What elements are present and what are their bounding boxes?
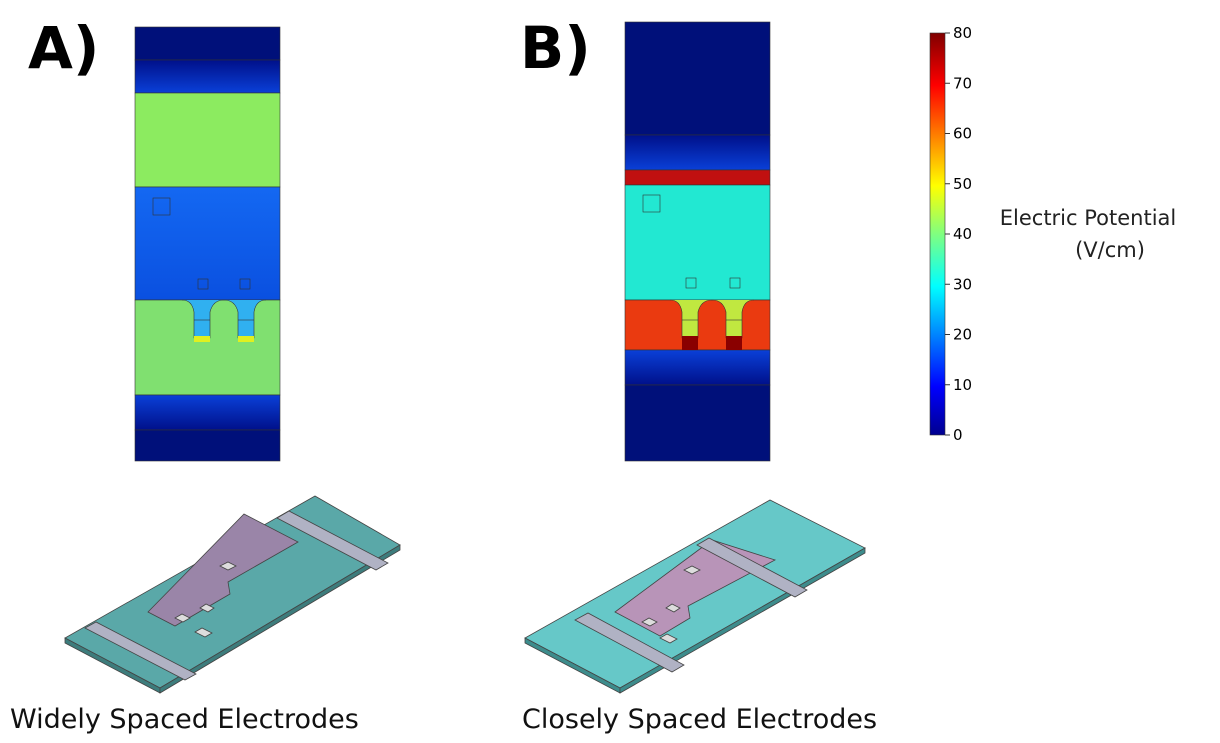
tick-label: 60 <box>953 125 972 143</box>
tick-label: 40 <box>953 225 972 243</box>
tick-label: 70 <box>953 74 972 92</box>
tick-label: 20 <box>953 326 972 344</box>
colorbar-title: (V/cm) <box>1075 238 1145 262</box>
colorbar-title: Electric Potential <box>1000 206 1177 230</box>
simulation-b <box>625 22 770 461</box>
device-b <box>525 500 865 693</box>
panel-label: A) <box>28 14 99 82</box>
simulation-a <box>135 27 280 461</box>
tick-label: 30 <box>953 275 972 293</box>
panel-label: B) <box>520 14 591 82</box>
tick-label: 80 <box>953 24 972 42</box>
caption: Widely Spaced Electrodes <box>10 704 359 735</box>
device-a <box>65 496 400 693</box>
tick-label: 50 <box>953 175 972 193</box>
tick-label: 0 <box>953 426 963 444</box>
colorbar <box>930 33 945 435</box>
caption: Closely Spaced Electrodes <box>522 704 877 735</box>
figure: A) B) Widely Spaced Electrodes Closely S… <box>0 0 1220 743</box>
tick-label: 10 <box>953 376 972 394</box>
